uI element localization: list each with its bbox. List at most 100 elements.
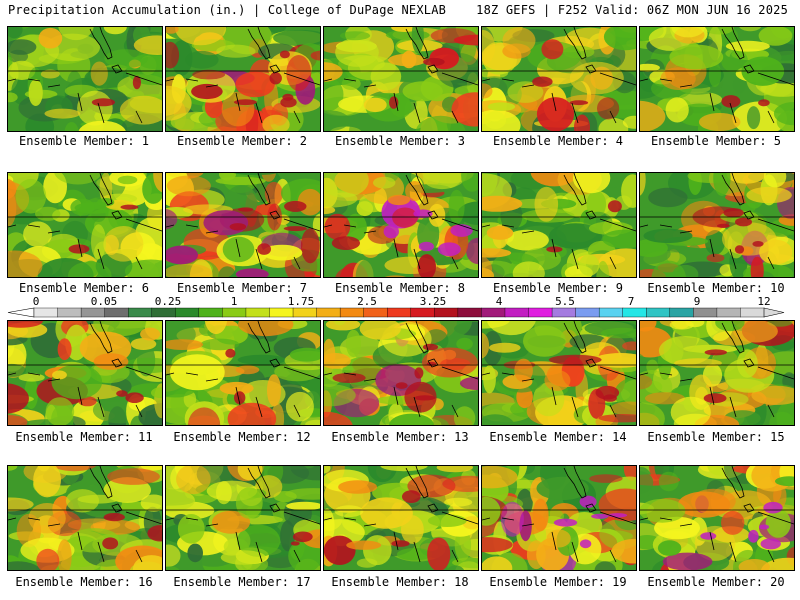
precip-blob (166, 544, 181, 567)
precip-blob (651, 260, 686, 277)
precip-blob (18, 373, 45, 382)
precip-blob (422, 347, 478, 378)
ensemble-member-label: Ensemble Member: 13 (331, 430, 469, 444)
colorbar-tick-label: 3.25 (419, 295, 447, 308)
precip-blob (482, 195, 523, 212)
ensemble-member-4-map (481, 26, 637, 132)
precip-blob (482, 414, 515, 425)
coastline (585, 210, 636, 232)
colorbar-swatch (292, 307, 318, 318)
precip-blob (103, 27, 127, 35)
colorbar-left-arrow (7, 307, 35, 318)
precip-blob (674, 358, 722, 368)
precip-blob (389, 413, 434, 425)
colorbar-swatch (222, 307, 247, 318)
heavy-precip-core (292, 531, 313, 543)
colorbar-swatch (481, 307, 506, 318)
colorbar-swatch (716, 307, 741, 318)
precip-blob (147, 525, 162, 542)
colorbar-swatch (127, 307, 153, 318)
colorbar-swatch (457, 307, 482, 318)
coastline (8, 224, 143, 270)
colorbar-tick-label: 5.5 (555, 295, 575, 308)
heavy-precip-core (591, 513, 609, 519)
coastline (482, 78, 617, 124)
precip-blob (285, 391, 314, 422)
precip-blob (482, 537, 513, 553)
coastline (640, 78, 775, 124)
precip-blob (93, 353, 129, 370)
coastline (8, 517, 143, 563)
precip-blob (486, 226, 514, 240)
coastline (166, 517, 301, 563)
precip-blob (737, 349, 758, 378)
colorbar-scale (7, 307, 785, 318)
precip-blob (482, 83, 493, 99)
colorbar-swatch (387, 307, 412, 318)
precip-blob (544, 369, 571, 391)
ensemble-member-label: Ensemble Member: 11 (15, 430, 153, 444)
precip-blob (640, 100, 666, 131)
precip-blob (346, 329, 361, 358)
coastline (89, 27, 113, 60)
precip-blob (8, 27, 23, 39)
colorbar-swatch (693, 307, 718, 318)
precip-blob (104, 49, 148, 69)
precip-blob (387, 194, 410, 206)
precip-blob (203, 210, 249, 236)
heavy-precip-core (290, 541, 300, 546)
precip-blob (657, 540, 682, 556)
heavy-precip-core (391, 540, 410, 547)
precip-blob (507, 81, 544, 103)
precip-blob (417, 254, 436, 277)
precip-blob (363, 97, 387, 113)
precip-blob (776, 400, 794, 425)
precip-blob (325, 321, 361, 331)
heavy-precip-core (91, 98, 115, 107)
precip-blob (324, 173, 369, 198)
precip-blob (732, 76, 746, 94)
precip-blob (119, 95, 162, 125)
precip-blob (261, 173, 277, 182)
colorbar-swatch (104, 307, 129, 318)
precip-blob (640, 239, 668, 258)
precip-blob (452, 556, 478, 569)
precip-blob (514, 358, 533, 383)
precip-blob (401, 515, 424, 544)
heavy-precip-core (413, 209, 433, 218)
colorbar-swatch (504, 307, 530, 318)
precip-blob (262, 244, 303, 261)
precip-blob (166, 263, 212, 277)
precip-blob (436, 466, 473, 473)
precip-blob (640, 173, 646, 196)
coastline (8, 372, 143, 418)
precip-blob (77, 90, 113, 126)
precip-blob (324, 384, 356, 407)
precip-blob (640, 498, 686, 523)
coastline (247, 466, 271, 499)
heavy-precip-core (389, 96, 399, 109)
heavy-precip-core (225, 348, 236, 358)
precip-blob (70, 198, 95, 216)
precip-blob (331, 236, 360, 250)
precip-blob (107, 468, 160, 485)
precip-blob (117, 175, 138, 185)
coastline (640, 224, 775, 270)
precip-blob (324, 535, 356, 565)
precip-blob (235, 487, 263, 519)
precip-blob (57, 338, 72, 361)
precip-blob (175, 27, 227, 46)
precip-blob (220, 550, 266, 565)
colorbar-swatch (740, 307, 765, 318)
precip-blob (8, 178, 17, 200)
colorbar-tick-label: 7 (627, 295, 635, 308)
coastline (427, 358, 478, 380)
precip-blob (523, 325, 566, 357)
precip-blob (166, 208, 178, 230)
heavy-precip-core (607, 200, 622, 213)
ensemble-member-11-map (7, 320, 163, 426)
precip-blob (600, 327, 636, 339)
precip-blob (402, 81, 443, 102)
precip-blob (640, 353, 646, 373)
colorbar-swatch (551, 307, 577, 318)
